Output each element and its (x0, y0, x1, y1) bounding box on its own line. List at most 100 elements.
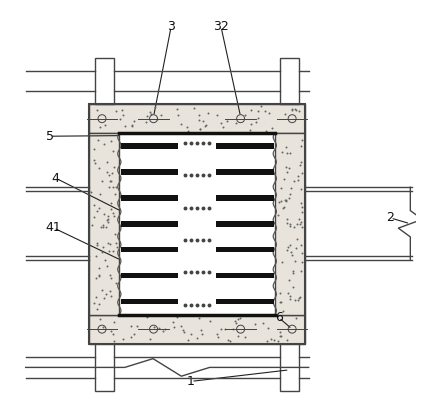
Point (111, 212, 118, 219)
Point (290, 284, 297, 290)
Point (91, 157, 98, 163)
Point (299, 250, 306, 256)
Point (220, 124, 227, 130)
Point (263, 128, 270, 134)
Point (107, 178, 114, 184)
Point (227, 338, 234, 344)
Bar (216, 247, 273, 252)
Point (181, 329, 187, 335)
Point (105, 213, 112, 219)
Point (107, 272, 114, 278)
Text: 1: 1 (187, 375, 195, 388)
Point (103, 217, 110, 223)
Point (174, 112, 181, 118)
Point (257, 103, 264, 110)
Point (104, 216, 111, 222)
Point (93, 208, 100, 214)
Text: 2: 2 (386, 212, 395, 224)
Point (143, 113, 150, 120)
Bar (95, 58, 114, 104)
Point (158, 112, 164, 118)
Point (296, 294, 303, 301)
Point (191, 105, 197, 112)
Point (293, 315, 299, 322)
Point (283, 216, 290, 223)
Point (278, 333, 285, 340)
Point (202, 122, 209, 128)
Point (100, 294, 107, 301)
Point (104, 263, 111, 270)
Point (99, 249, 105, 255)
Point (161, 326, 168, 332)
Point (146, 109, 153, 115)
Text: 4: 4 (52, 172, 59, 184)
Point (274, 212, 281, 218)
Point (122, 123, 129, 129)
Point (283, 198, 289, 204)
Point (252, 321, 259, 328)
Point (90, 300, 97, 306)
Point (297, 159, 304, 165)
Point (95, 264, 102, 271)
Point (287, 184, 294, 191)
Point (264, 324, 271, 331)
Bar (89, 104, 305, 344)
Point (95, 165, 102, 172)
Point (279, 259, 286, 265)
Point (254, 114, 261, 121)
Point (99, 244, 106, 250)
Point (291, 258, 298, 264)
Point (147, 111, 154, 118)
Point (92, 294, 99, 300)
Point (184, 337, 191, 343)
Point (105, 240, 112, 246)
Point (197, 126, 204, 133)
Point (229, 326, 236, 333)
Point (98, 287, 105, 294)
Point (196, 126, 203, 132)
Point (286, 195, 293, 201)
Point (232, 320, 239, 326)
Point (217, 120, 224, 126)
Point (292, 297, 299, 303)
Point (280, 175, 287, 182)
Point (118, 106, 125, 113)
Point (247, 121, 254, 127)
Point (111, 164, 118, 170)
Point (95, 205, 102, 211)
Point (108, 206, 115, 212)
Point (283, 144, 289, 150)
Bar (95, 344, 114, 391)
Point (283, 337, 290, 344)
Point (289, 270, 296, 276)
Point (295, 177, 302, 183)
Point (198, 331, 205, 337)
Point (214, 330, 220, 337)
Point (113, 184, 120, 190)
Point (134, 323, 141, 330)
Point (90, 214, 97, 221)
Point (276, 329, 283, 336)
Point (298, 268, 305, 274)
Point (252, 118, 259, 125)
Point (100, 141, 107, 148)
Point (169, 319, 176, 326)
Point (232, 318, 239, 324)
Point (93, 306, 100, 312)
Point (109, 331, 116, 338)
Point (179, 327, 186, 334)
Point (128, 123, 135, 129)
Point (296, 216, 303, 222)
Point (112, 240, 119, 246)
Point (108, 274, 115, 281)
Point (171, 324, 178, 330)
Text: 32: 32 (213, 20, 229, 33)
Point (242, 334, 249, 340)
Point (200, 118, 207, 124)
Point (143, 118, 150, 125)
Point (268, 125, 275, 132)
Point (187, 331, 194, 337)
Point (111, 319, 118, 325)
Point (261, 108, 268, 114)
Point (293, 107, 300, 114)
